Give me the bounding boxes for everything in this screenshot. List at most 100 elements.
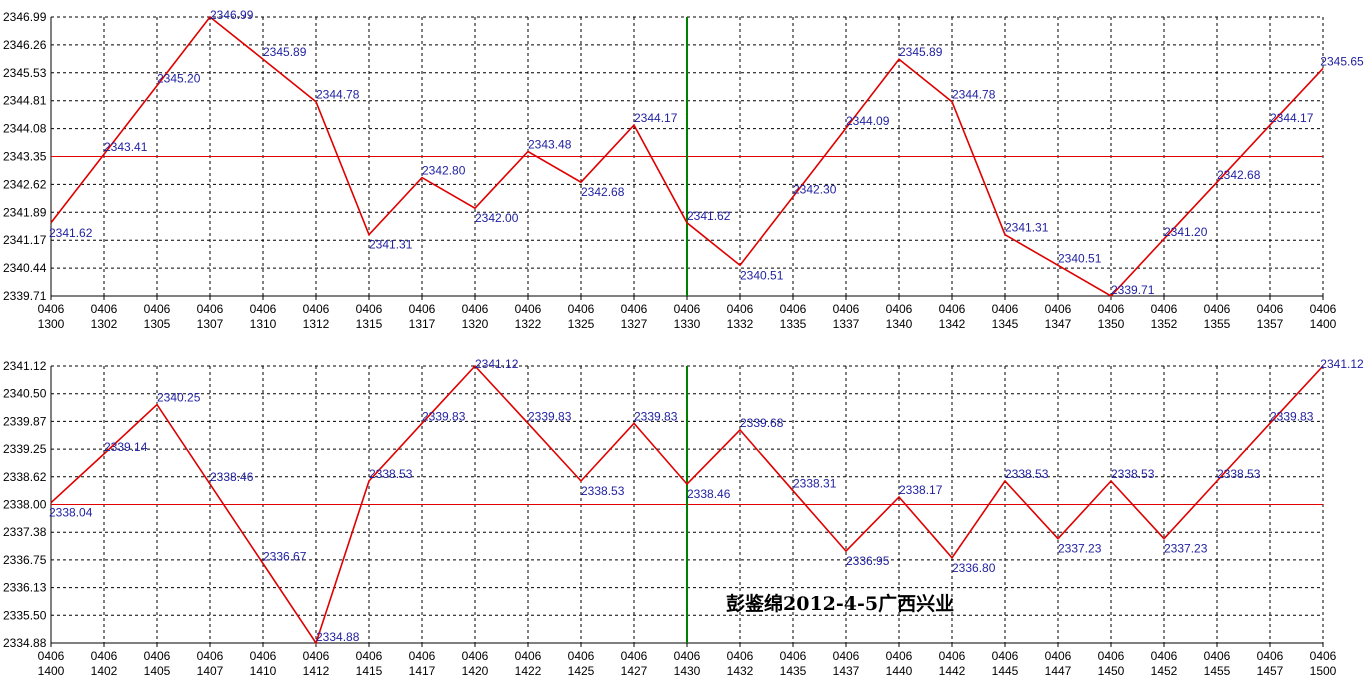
x-tick-date-label: 0406 (197, 302, 224, 316)
y-tick-label: 2340.50 (3, 387, 47, 401)
x-tick-time-label: 1452 (1151, 664, 1178, 678)
y-tick-label: 2343.35 (3, 150, 47, 164)
data-label: 2341.31 (1005, 221, 1049, 235)
x-tick-date-label: 0406 (621, 302, 648, 316)
x-tick-time-label: 1355 (1204, 317, 1231, 331)
x-tick-time-label: 1315 (356, 317, 383, 331)
lower-chart-panel: 2341.12 2340.50 2339.87 2339.25 2338.62 2338.… (3, 357, 1364, 678)
x-tick-date-label: 0406 (409, 302, 436, 316)
x-tick-date-label: 0406 (1151, 302, 1178, 316)
data-label: 2338.53 (1217, 467, 1261, 481)
series-line (50, 15, 1324, 298)
data-label: 2341.20 (1164, 225, 1208, 239)
y-tick-label: 2345.53 (3, 66, 47, 80)
y-tick-label: 2341.89 (3, 205, 47, 219)
x-tick-time-label: 1342 (939, 317, 966, 331)
x-tick-time-label: 1427 (621, 664, 648, 678)
data-label: 2340.51 (740, 268, 784, 282)
data-label: 2342.68 (1217, 168, 1261, 182)
x-tick-date-label: 0406 (1098, 302, 1125, 316)
y-tick-label: 2340.44 (3, 261, 47, 275)
x-tick-time-label: 1417 (409, 664, 436, 678)
data-label: 2342.80 (422, 164, 466, 178)
data-label: 2338.53 (1005, 467, 1049, 481)
x-tick-date-label: 0406 (1151, 649, 1178, 663)
x-tick-date-label: 0406 (674, 649, 701, 663)
y-tick-label: 2336.75 (3, 553, 47, 567)
x-tick-time-label: 1425 (568, 664, 595, 678)
x-tick-time-label: 1340 (886, 317, 913, 331)
x-tick-time-label: 1415 (356, 664, 383, 678)
x-tick-date-label: 0406 (833, 649, 860, 663)
x-tick-time-label: 1337 (833, 317, 860, 331)
x-tick-time-label: 1432 (727, 664, 754, 678)
x-tick-date-label: 0406 (939, 302, 966, 316)
data-label: 2338.53 (1111, 467, 1155, 481)
x-tick-time-label: 1300 (38, 317, 65, 331)
x-tick-date-label: 0406 (91, 302, 118, 316)
x-tick-time-label: 1457 (1257, 664, 1284, 678)
x-tick-date-label: 0406 (515, 649, 542, 663)
x-tick-time-label: 1357 (1257, 317, 1284, 331)
x-tick-date-label: 0406 (1045, 302, 1072, 316)
x-tick-time-label: 1345 (992, 317, 1019, 331)
x-tick-date-label: 0406 (568, 649, 595, 663)
x-tick-date-label: 0406 (568, 302, 595, 316)
x-tick-date-label: 0406 (91, 649, 118, 663)
x-tick-date-label: 0406 (621, 649, 648, 663)
y-tick-label: 2344.81 (3, 94, 47, 108)
data-label: 2339.71 (1111, 283, 1155, 297)
y-tick-label: 2342.62 (3, 177, 47, 191)
x-tick-date-label: 0406 (1310, 302, 1337, 316)
x-tick-time-label: 1332 (727, 317, 754, 331)
y-tick-label: 2344.08 (3, 122, 47, 136)
y-tick-label: 2337.38 (3, 525, 47, 539)
data-label: 2338.53 (581, 484, 625, 498)
data-label: 2338.53 (369, 467, 413, 481)
data-label: 2339.14 (104, 440, 148, 454)
x-tick-date-label: 0406 (992, 302, 1019, 316)
x-tick-date-label: 0406 (303, 649, 330, 663)
data-label: 2345.65 (1320, 54, 1364, 68)
y-tick-label: 2339.25 (3, 442, 47, 456)
x-tick-time-label: 1312 (303, 317, 330, 331)
data-label: 2337.23 (1058, 542, 1102, 556)
x-tick-date-label: 0406 (197, 649, 224, 663)
x-tick-time-label: 1430 (674, 664, 701, 678)
x-tick-time-label: 1447 (1045, 664, 1072, 678)
data-label: 2345.89 (899, 45, 943, 59)
x-tick-time-label: 1322 (515, 317, 542, 331)
x-tick-date-label: 0406 (515, 302, 542, 316)
series-line (50, 364, 1324, 645)
upper-chart-panel: 2346.99 2346.26 2345.53 2344.81 2344.08 2343.… (3, 8, 1364, 331)
x-tick-date-label: 0406 (780, 649, 807, 663)
data-label: 2344.78 (952, 88, 996, 102)
x-tick-time-label: 1405 (144, 664, 171, 678)
data-label: 2337.23 (1164, 542, 1208, 556)
data-label: 2339.83 (1270, 409, 1314, 423)
data-label: 2341.31 (369, 238, 413, 252)
x-tick-time-label: 1327 (621, 317, 648, 331)
data-label: 2339.83 (634, 409, 678, 423)
y-tick-label: 2336.13 (3, 581, 47, 595)
x-tick-date-label: 0406 (38, 302, 65, 316)
x-tick-date-label: 0406 (1045, 649, 1072, 663)
x-tick-date-label: 0406 (886, 302, 913, 316)
y-tick-label: 2339.87 (3, 414, 47, 428)
x-tick-date-label: 0406 (409, 649, 436, 663)
x-tick-time-label: 1412 (303, 664, 330, 678)
x-tick-time-label: 1402 (91, 664, 118, 678)
data-label: 2338.17 (899, 483, 943, 497)
data-label: 2343.41 (104, 140, 148, 154)
data-label: 2336.95 (846, 554, 890, 568)
data-label: 2341.12 (475, 357, 519, 371)
y-tick-label: 2338.62 (3, 470, 47, 484)
data-label: 2342.68 (581, 185, 625, 199)
y-tick-label: 2338.00 (3, 498, 47, 512)
x-tick-date-label: 0406 (303, 302, 330, 316)
x-tick-time-label: 1307 (197, 317, 224, 331)
x-tick-date-label: 0406 (250, 649, 277, 663)
x-tick-time-label: 1330 (674, 317, 701, 331)
chart-caption: 彭鉴绵2012-4-5广西兴业 (726, 592, 954, 615)
